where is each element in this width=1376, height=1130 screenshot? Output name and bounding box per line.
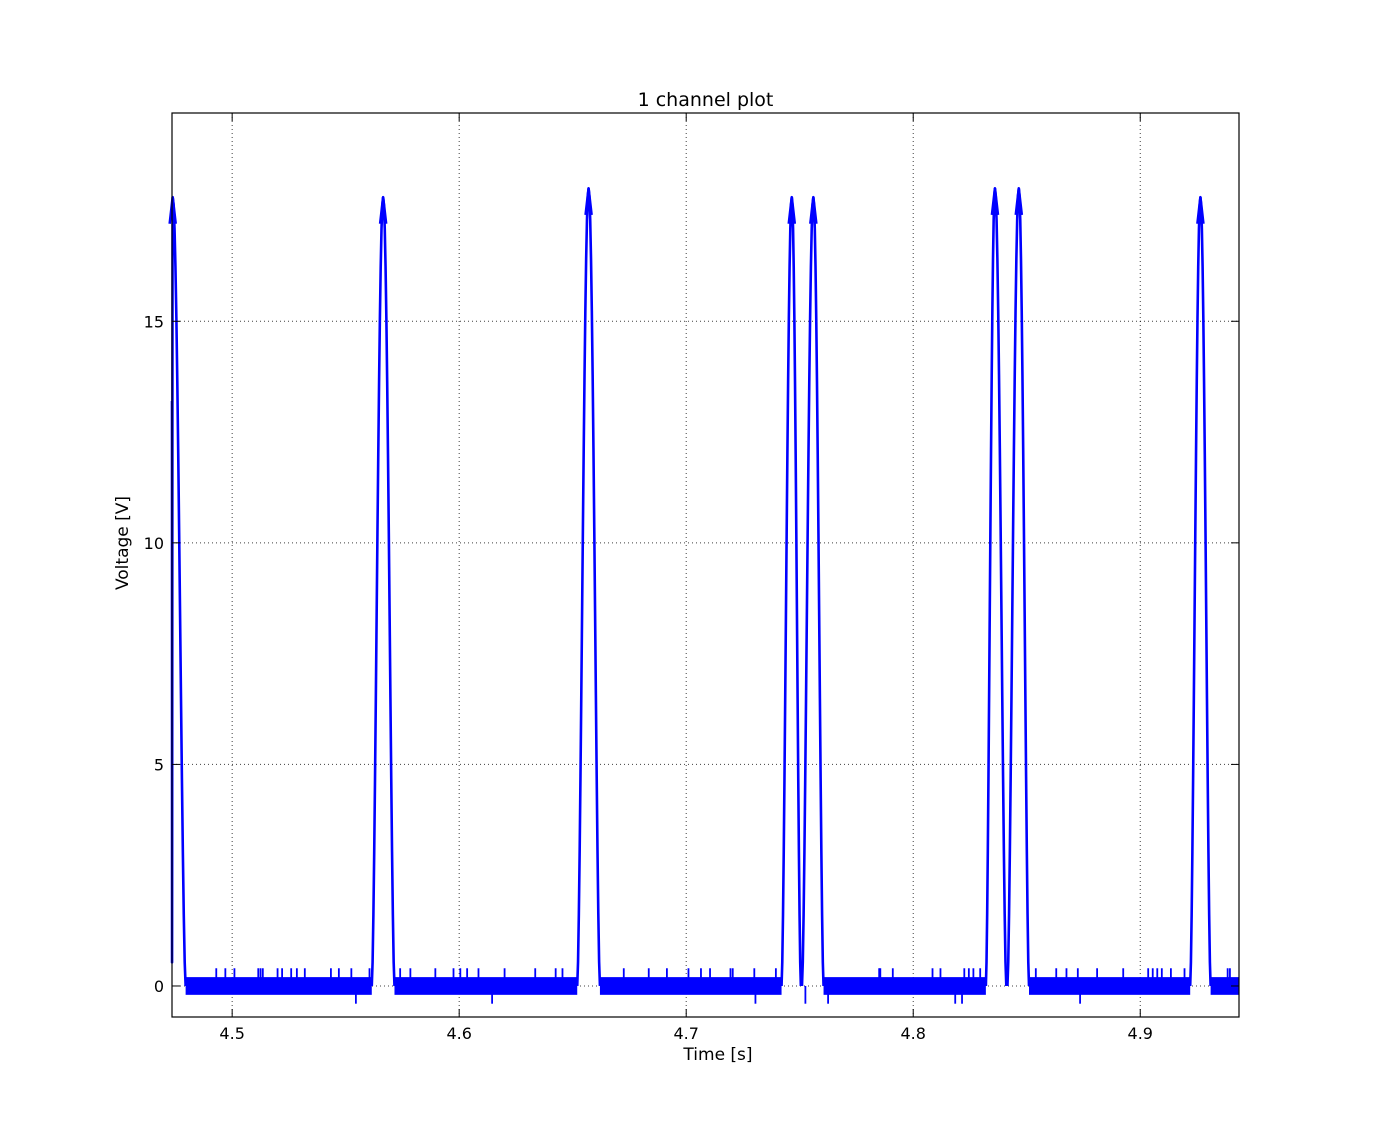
pulse-peak (990, 188, 1000, 216)
y-tick-label: 10 (144, 534, 164, 553)
pulse (780, 195, 803, 987)
baseline-noise-band (185, 977, 372, 995)
plot-layer (168, 187, 1239, 1004)
baseline-noise-band (823, 977, 986, 995)
pulse-peak (1014, 188, 1024, 216)
y-tick-label: 5 (154, 755, 164, 774)
pulse-peak (584, 188, 593, 216)
tick-layer: 4.5 4.6 4.7 4.8 4.9 0 5 10 15 (144, 113, 1239, 1043)
x-axis-label: Time [s] (682, 1045, 752, 1065)
pulse-peak (787, 197, 797, 224)
baseline-noise-band (394, 977, 578, 995)
pulse-peak (378, 197, 388, 224)
pulse (170, 195, 187, 987)
pulse (1188, 195, 1212, 987)
pulse-peak (809, 197, 818, 224)
baseline-noise-band (1029, 977, 1191, 995)
chart-title: 1 channel plot (638, 89, 774, 111)
plot-frame (171, 112, 1240, 1018)
pulse (1006, 187, 1031, 987)
y-tick-label: 15 (144, 312, 164, 331)
x-tick-label: 4.6 (446, 1024, 471, 1043)
x-tick-label: 4.8 (900, 1024, 925, 1043)
y-tick-label: 0 (154, 977, 164, 996)
pulse (800, 195, 825, 987)
pulse-peak (168, 197, 177, 224)
x-tick-label: 4.7 (673, 1024, 698, 1043)
pulse (370, 195, 396, 987)
x-tick-label: 4.9 (1128, 1024, 1153, 1043)
baseline-noise-band (1210, 977, 1239, 995)
x-tick-label: 4.5 (219, 1024, 244, 1043)
grid-layer (172, 113, 1239, 1017)
y-axis-label: Voltage [V] (113, 496, 133, 590)
baseline-noise-band (599, 977, 782, 995)
pulse-peak (1196, 197, 1205, 224)
pulse (984, 187, 1008, 987)
pulse (575, 187, 602, 987)
